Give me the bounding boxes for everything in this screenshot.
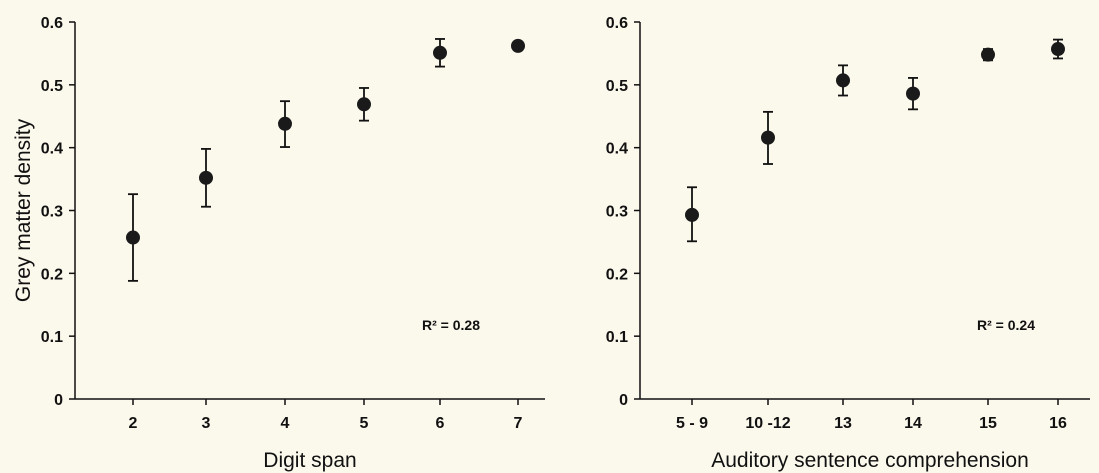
left-data-point — [278, 117, 292, 131]
right-x-tick-label: 10 -12 — [745, 415, 790, 432]
right-x-tick-label: 5 - 9 — [676, 415, 708, 432]
right-data-point — [836, 73, 850, 87]
right-x-tick-label: 14 — [904, 415, 922, 432]
left-y-tick-label: 0 — [54, 392, 63, 409]
right-y-tick-label: 0.1 — [606, 329, 628, 346]
left-y-tick-label: 0.3 — [41, 204, 63, 221]
right-x-tick-label: 13 — [834, 415, 852, 432]
left-x-tick-label: 5 — [360, 415, 369, 432]
left-x-tick-label: 7 — [514, 415, 523, 432]
left-y-tick-label: 0.2 — [41, 266, 63, 283]
right-y-tick-label: 0.3 — [606, 204, 628, 221]
left-x-tick-label: 4 — [281, 415, 290, 432]
right-y-tick-label: 0.6 — [606, 15, 628, 32]
left-x-axis-label: Digit span — [263, 449, 356, 472]
left-y-tick-label: 0.1 — [41, 329, 63, 346]
right-panel: 0 0.1 0.2 0.3 0.4 0.5 0.6 5 - 9 10 -12 13 14 15 16 Au… — [606, 15, 1090, 472]
left-y-tick-label: 0.4 — [41, 141, 63, 158]
right-y-tick-label: 0.2 — [606, 266, 628, 283]
right-y-tick-label: 0.4 — [606, 141, 628, 158]
left-x-tick-label: 2 — [129, 415, 138, 432]
right-r-squared-annotation: R² = 0.24 — [977, 317, 1035, 333]
left-x-tick-label: 3 — [202, 415, 211, 432]
right-y-tick-label: 0.5 — [606, 78, 628, 95]
right-y-tick-label: 0 — [619, 392, 628, 409]
left-y-tick-label: 0.5 — [41, 78, 63, 95]
left-data-point — [511, 39, 525, 53]
right-x-axis-label: Auditory sentence comprehension — [711, 449, 1029, 472]
left-y-tick-label: 0.6 — [41, 15, 63, 32]
right-x-tick-label: 16 — [1049, 415, 1067, 432]
left-panel: 0 0.1 0.2 0.3 0.4 0.5 0.6 2 3 4 5 6 7 Digit span Grey … — [12, 15, 545, 472]
left-data-point — [199, 171, 213, 185]
right-data-point — [981, 48, 995, 62]
left-data-point — [357, 97, 371, 111]
left-r-squared-annotation: R² = 0.28 — [422, 317, 480, 333]
left-data-point — [433, 46, 447, 60]
right-data-point — [685, 208, 699, 222]
right-data-point — [761, 131, 775, 145]
right-data-point — [1051, 42, 1065, 56]
left-y-axis-label: Grey matter density — [12, 118, 35, 302]
right-data-point — [906, 87, 920, 101]
right-x-tick-label: 15 — [979, 415, 997, 432]
left-x-tick-label: 6 — [436, 415, 445, 432]
left-data-point — [126, 231, 140, 245]
